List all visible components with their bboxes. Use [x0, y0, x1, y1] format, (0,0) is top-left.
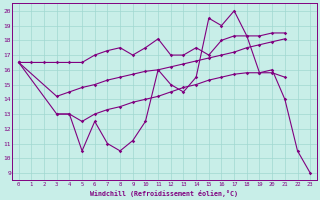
X-axis label: Windchill (Refroidissement éolien,°C): Windchill (Refroidissement éolien,°C) — [91, 190, 238, 197]
